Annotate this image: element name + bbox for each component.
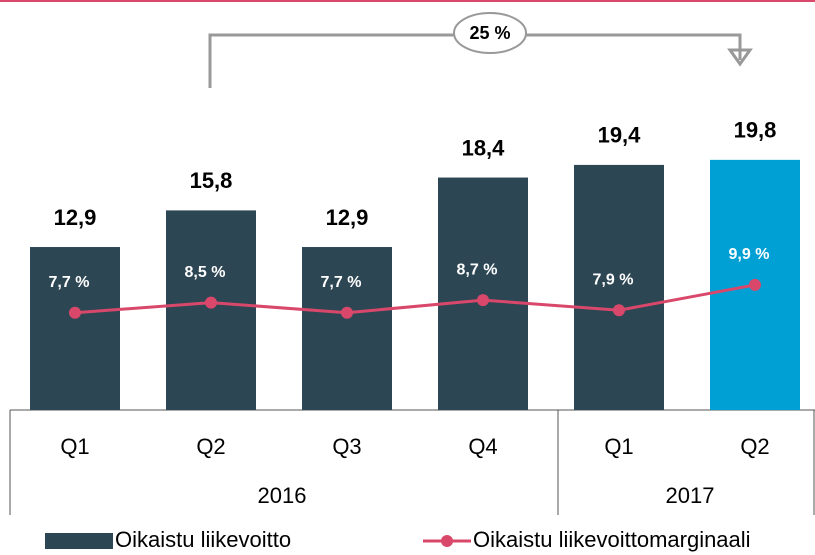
x-tick-label: Q2 — [196, 434, 225, 459]
x-tick-label: Q3 — [332, 434, 361, 459]
line-value-label: 9,9 % — [729, 246, 770, 263]
bar-value-label: 15,8 — [190, 168, 233, 193]
legend-label: Oikaistu liikevoitto — [115, 527, 291, 552]
growth-arrow — [727, 48, 753, 67]
legend-label: Oikaistu liikevoittomarginaali — [473, 527, 751, 552]
line-value-label: 7,7 % — [49, 274, 90, 291]
bar — [438, 177, 528, 410]
bar — [574, 164, 664, 410]
bar — [302, 247, 392, 410]
group-label: 2017 — [666, 483, 715, 508]
margin-point — [341, 306, 353, 319]
bar — [30, 247, 120, 410]
margin-point — [749, 278, 761, 291]
bar-value-label: 12,9 — [54, 205, 97, 230]
bar-value-label: 18,4 — [462, 135, 506, 160]
margin-line — [74, 283, 756, 315]
group-label: 2016 — [258, 483, 307, 508]
annotation: 25 % — [469, 23, 510, 43]
line-value-label: 7,9 % — [593, 271, 634, 288]
margin-point — [69, 306, 81, 319]
x-tick-label: Q1 — [604, 434, 633, 459]
bar-value-label: 19,8 — [734, 118, 777, 143]
legend-swatch — [441, 535, 453, 547]
legend-swatch — [45, 533, 113, 549]
line-value-label: 7,7 % — [321, 274, 362, 291]
annotation-ellipse — [453, 12, 527, 54]
line-value-label: 8,5 % — [185, 264, 226, 281]
bar — [166, 210, 256, 410]
bar-value-label: 19,4 — [598, 123, 642, 148]
bar-value-label: 12,9 — [326, 205, 369, 230]
margin-point — [477, 294, 489, 307]
x-tick-label: Q2 — [740, 434, 769, 459]
x-tick-label: Q1 — [60, 434, 89, 459]
x-tick-label: Q4 — [468, 434, 497, 459]
margin-point — [205, 296, 217, 309]
line-value-label: 8,7 % — [457, 261, 498, 278]
margin-point — [613, 304, 625, 317]
